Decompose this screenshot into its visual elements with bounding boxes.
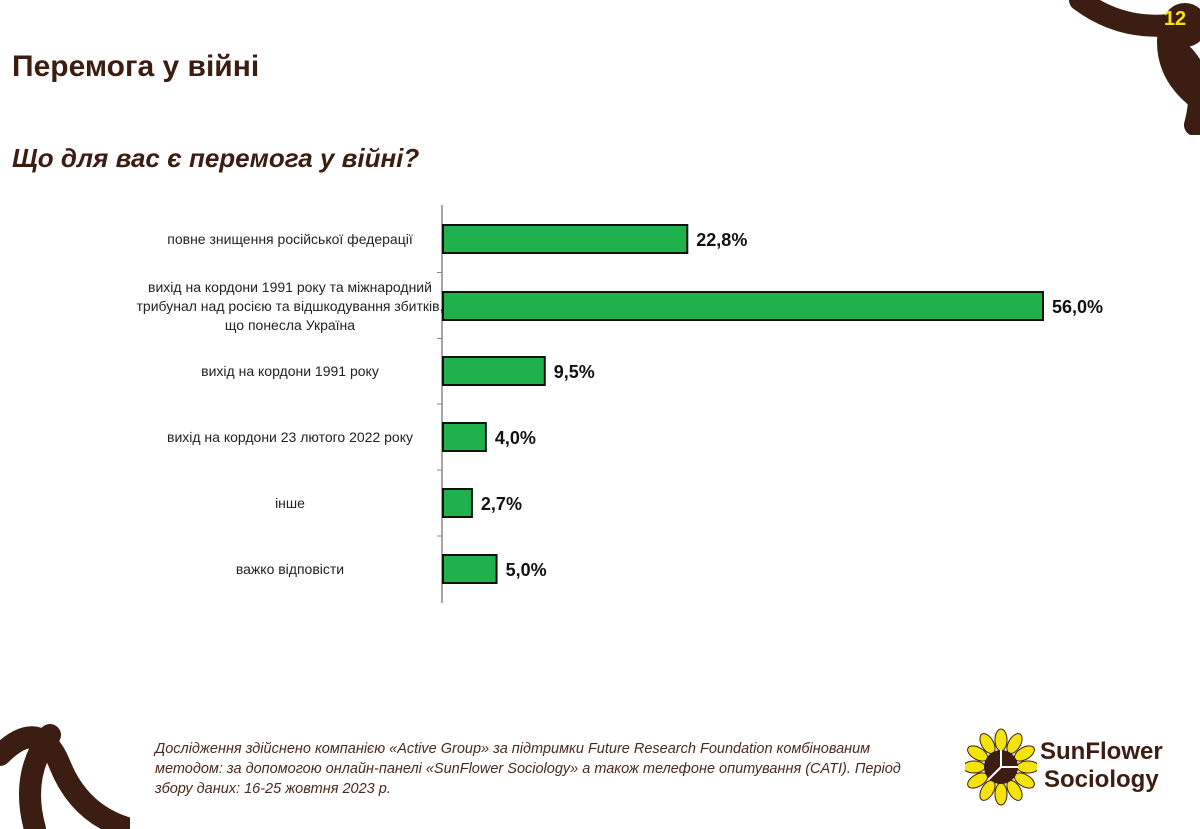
data-label: 4,0% [495, 428, 536, 448]
source-note: Дослідження здійснено компанією «Active … [155, 739, 935, 799]
flower-decoration-top-right-icon [1069, 0, 1200, 135]
bar [442, 291, 1044, 321]
source-note-line: методом: за допомогою онлайн-панелі «Sun… [155, 761, 901, 777]
bar [442, 422, 487, 452]
sunflower-sociology-logo-text: SunFlower Sociology [1040, 738, 1163, 794]
category-label: інше [275, 495, 305, 511]
logo-line-1: SunFlower [1040, 738, 1163, 765]
data-label: 5,0% [506, 560, 547, 580]
page-number: 12 [1163, 8, 1187, 30]
bar-chart: 22,8% повне знищення російської федерації… [137, 205, 1103, 603]
logo-line-2: Sociology [1043, 766, 1159, 793]
chart-question: Що для вас є перемога у війні? [12, 143, 420, 173]
category-label: повне знищення російської федерації [167, 231, 413, 247]
slide-title: Перемога у війні [12, 50, 260, 83]
bar [442, 356, 546, 386]
data-label: 22,8% [696, 230, 747, 250]
sunflower-logo-icon [965, 728, 1037, 806]
bar [442, 224, 689, 254]
source-note-line: збору даних: 16-25 жовтня 2023 р. [155, 781, 391, 797]
data-label: 9,5% [554, 362, 595, 382]
category-label: вихід на кордони 1991 року [201, 363, 379, 379]
category-label: вихід на кордони 23 лютого 2022 року [167, 429, 413, 445]
bar [442, 488, 473, 518]
data-label: 56,0% [1052, 297, 1103, 317]
bar [442, 554, 498, 584]
category-label: вихід на кордони 1991 року та міжнародни… [137, 279, 444, 333]
category-label: важко відповісти [236, 561, 344, 577]
source-note-line: Дослідження здійснено компанією «Active … [155, 741, 871, 757]
flower-decoration-bottom-left-icon [0, 724, 130, 829]
data-label: 2,7% [481, 494, 522, 514]
